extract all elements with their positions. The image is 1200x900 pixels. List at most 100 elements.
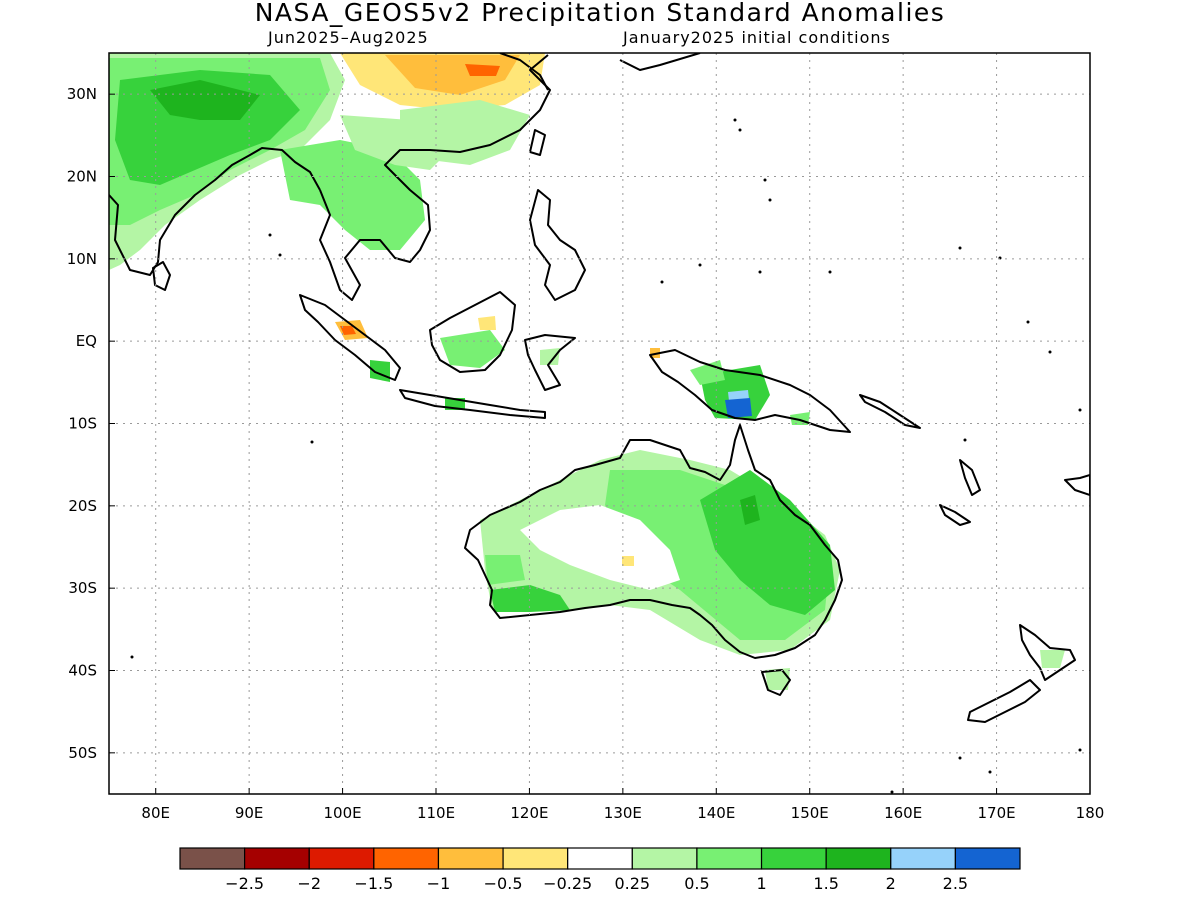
lat-tick-label: 30N (67, 85, 97, 103)
island-dot (1026, 320, 1030, 324)
anomaly-wa-light (485, 555, 525, 585)
colorbar-swatch (760, 847, 827, 870)
coast-sumatra (299, 294, 401, 381)
colorbar-swatch (502, 847, 569, 870)
anomaly-sulawesi (540, 348, 560, 365)
island-dot (988, 770, 992, 774)
colorbar-label: 2 (886, 874, 896, 893)
coastlines (109, 53, 1090, 723)
coast-sulawesi (524, 334, 576, 391)
map-title: NASA_GEOS5v2 Precipitation Standard Anom… (254, 0, 946, 27)
anomaly-himalaya (150, 80, 260, 120)
coast-srilanka (152, 261, 171, 291)
colorbar-swatch (244, 847, 310, 870)
colorbar-swatch (567, 847, 633, 870)
anomaly-borneo-dry (478, 316, 496, 330)
lat-tick-label: 20S (68, 497, 97, 515)
anomaly-china-dry-core (465, 64, 500, 76)
colorbar-label: 1 (756, 874, 766, 893)
latitude-labels: 30N 20N 10N EQ 10S 20S 30S 40S 50S (67, 85, 97, 762)
island-dot (890, 790, 894, 794)
anomaly-australia-dark (740, 495, 760, 525)
coast-newguinea (649, 349, 851, 433)
lon-tick-label: 140E (697, 804, 735, 822)
lon-tick-label: 110E (417, 804, 455, 822)
anomaly-sumatra-dry-core (340, 326, 356, 335)
lat-tick-label: 40S (68, 662, 97, 680)
coast-china-east (499, 53, 549, 91)
coast-japan (619, 53, 701, 71)
lat-tick-label: 30S (68, 579, 97, 597)
axis-ticks (109, 93, 1091, 794)
lon-tick-label: 150E (791, 804, 829, 822)
anomaly-borneo (440, 330, 505, 368)
island-dot (733, 118, 737, 122)
lat-tick-label: 10N (67, 250, 97, 268)
anomaly-indochina-light (340, 115, 450, 170)
island-dot (130, 655, 134, 659)
forecast-period: Jun2025–Aug2025 (268, 28, 429, 47)
island-dot (768, 198, 772, 202)
coast-tasmania (761, 669, 791, 696)
island-dot (738, 128, 742, 132)
coast-taiwan (529, 129, 546, 156)
colorbar-swatch (179, 847, 246, 870)
colorbar-label: 2.5 (943, 874, 968, 893)
anomaly-australia-white (520, 505, 680, 590)
graticule (109, 53, 1090, 794)
lat-tick-label: 50S (68, 744, 97, 762)
lon-tick-label: 170E (978, 804, 1016, 822)
coast-newcaledonia (939, 504, 971, 526)
colorbar-label: −2 (297, 874, 321, 893)
island-dot (310, 440, 314, 444)
lat-tick-label: EQ (76, 332, 97, 350)
colorbar-swatch (631, 847, 698, 870)
island-dot (958, 756, 962, 760)
lat-tick-label: 20N (67, 168, 97, 186)
coast-indochina (319, 54, 551, 301)
colorbar-swatch (373, 847, 440, 870)
coast-nz-south (967, 679, 1041, 723)
lat-tick-label: 10S (68, 415, 97, 433)
lon-tick-label: 130E (604, 804, 642, 822)
colorbar-swatch (437, 847, 504, 870)
initial-conditions: January2025 initial conditions (623, 28, 891, 47)
island-dot (698, 263, 702, 267)
colorbar-swatch (890, 847, 956, 870)
island-dot (1078, 748, 1082, 752)
small-islands (130, 118, 1082, 794)
coast-philippines (529, 189, 586, 301)
colorbar-swatch (308, 847, 375, 870)
coast-java (399, 389, 546, 419)
island-dot (1078, 408, 1082, 412)
island-dot (763, 178, 767, 182)
island-dot (268, 233, 272, 237)
island-dot (828, 270, 832, 274)
anomaly-china-south (400, 100, 530, 165)
colorbar-label: 0.5 (684, 874, 709, 893)
colorbar-swatch (696, 847, 763, 870)
anomaly-wa-green (490, 585, 570, 612)
colorbar: −2.5 −2 −1.5 −1 −0.5 −0.25 0.25 0.5 1 1.5 2 2.5 (179, 847, 1021, 893)
anomaly-nz (1040, 650, 1065, 668)
colorbar-swatch (825, 847, 892, 870)
anomaly-china-dry-strong (385, 55, 520, 95)
lon-tick-label: 90E (235, 804, 264, 822)
coast-nz-north (1019, 624, 1076, 681)
island-dot (963, 438, 967, 442)
colorbar-label: 1.5 (813, 874, 838, 893)
island-dot (1048, 350, 1052, 354)
anomaly-aus-dry (622, 556, 634, 566)
coast-borneo (429, 291, 516, 373)
lon-tick-label: 120E (510, 804, 548, 822)
coast-australia (464, 424, 843, 659)
anomaly-map (109, 53, 1090, 794)
colorbar-label: 0.25 (614, 874, 650, 893)
island-dot (958, 246, 962, 250)
anomaly-shading (109, 53, 1065, 690)
island-dot (278, 253, 282, 257)
lon-tick-label: 160E (884, 804, 922, 822)
colorbar-label: −2.5 (225, 874, 264, 893)
coast-vanuatu (959, 459, 981, 496)
